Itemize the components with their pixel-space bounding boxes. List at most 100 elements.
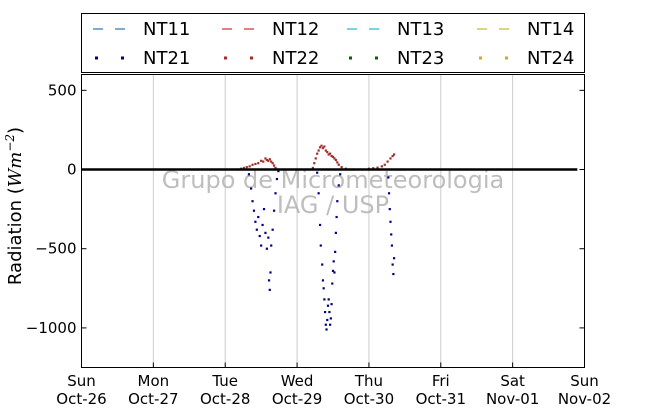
legend-label: NT21 [143,48,190,69]
point-nt22 [327,153,330,156]
y-axis-title-suffix: ) [5,127,26,134]
point-nt22 [265,158,268,162]
y-axis: 500 0 −500 −1000 [26,81,585,337]
point-nt21 [254,220,257,223]
watermark-line-2: IAG / USP [277,191,389,219]
point-nt21 [331,269,335,272]
point-nt22 [386,160,389,163]
point-nt22 [245,166,248,169]
point-nt22 [337,163,340,166]
point-nt22 [314,157,317,160]
x-tick-label-date: Oct-31 [416,390,466,408]
legend-entry-nt24: NT24 [479,48,574,69]
point-nt21 [319,244,322,247]
point-nt22 [372,167,375,170]
point-nt21 [334,250,337,253]
point-nt21 [264,231,267,234]
y-tick-label: 500 [48,81,77,99]
legend-entry-nt22: NT22 [224,48,319,69]
legend-swatch-dot [121,56,124,60]
point-nt22 [329,152,332,155]
point-nt21 [339,173,342,176]
point-nt22 [268,158,271,161]
point-nt21 [323,310,327,314]
point-nt21 [270,244,273,247]
point-nt22 [272,164,276,167]
point-nt21 [260,244,263,247]
point-nt22 [323,145,326,148]
point-nt22 [389,157,392,160]
grid-layer [152,74,514,368]
point-nt22 [270,160,273,163]
point-nt22 [331,155,335,158]
legend-swatch-dot [349,56,352,60]
point-nt22 [311,166,314,170]
point-nt22 [320,144,323,147]
point-nt22 [340,166,343,169]
legend-label: NT24 [527,48,574,69]
point-nt21 [277,170,280,173]
series-nt21 [247,170,396,331]
y-axis-title-prefix: Radiation ( [5,187,26,285]
legend-label: NT11 [143,19,190,40]
y-tick-label: −500 [35,240,76,258]
point-nt22 [271,162,274,165]
point-nt22 [242,166,245,170]
legend-swatch-dot [505,56,508,60]
x-tick-label-day: Wed [281,372,314,390]
point-nt21 [258,234,261,238]
plot-frame [81,74,585,368]
x-tick-label-date: Nov-02 [558,390,611,408]
point-nt22 [262,160,265,163]
point-nt21 [323,298,326,301]
point-nt21 [316,171,319,174]
legend-box [81,13,585,73]
x-tick-label-day: Tue [211,372,238,390]
x-tick-label-day: Sun [570,372,599,390]
point-nt22 [264,157,267,160]
point-nt22 [254,162,257,166]
legend-entry-nt13: NT13 [347,19,444,40]
y-tick-label: 0 [67,161,77,179]
point-nt21 [392,272,395,276]
legend-entry-nt21: NT21 [95,48,190,69]
point-nt21 [325,328,328,331]
point-nt22 [376,166,379,169]
point-nt21 [249,187,253,190]
point-nt21 [390,244,394,247]
point-nt22 [326,151,329,154]
point-nt21 [271,228,274,231]
point-nt21 [275,177,279,181]
point-nt21 [268,288,271,291]
point-nt22 [318,146,322,149]
point-nt22 [251,163,254,166]
x-axis: SunOct-26MonOct-27TueOct-28WedOct-29ThuO… [56,362,611,408]
x-tick-label-date: Oct-28 [200,390,250,408]
point-nt21 [324,323,327,326]
legend-entry-nt23: NT23 [349,48,444,69]
point-nt22 [260,159,263,162]
point-nt22 [257,162,260,165]
legend-label: NT23 [397,48,444,69]
point-nt21 [331,282,334,285]
point-nt21 [257,215,260,219]
x-tick-label-date: Oct-27 [128,390,178,408]
point-nt21 [267,236,270,239]
point-nt21 [265,247,268,250]
point-nt21 [321,263,324,266]
point-nt21 [251,200,254,203]
point-nt21 [272,209,276,212]
point-nt21 [329,323,332,326]
point-nt21 [337,184,340,187]
point-nt21 [330,303,333,306]
point-nt21 [274,192,277,195]
point-nt21 [389,220,392,223]
point-nt22 [248,165,251,168]
point-nt21 [262,208,266,211]
y-tick-label: −1000 [26,319,77,337]
point-nt21 [247,173,251,176]
legend: NT11 NT12 NT13 NT14 NT21 NT22 NT23 NT24 [81,13,585,73]
point-nt22 [336,161,339,164]
point-nt22 [334,158,337,162]
